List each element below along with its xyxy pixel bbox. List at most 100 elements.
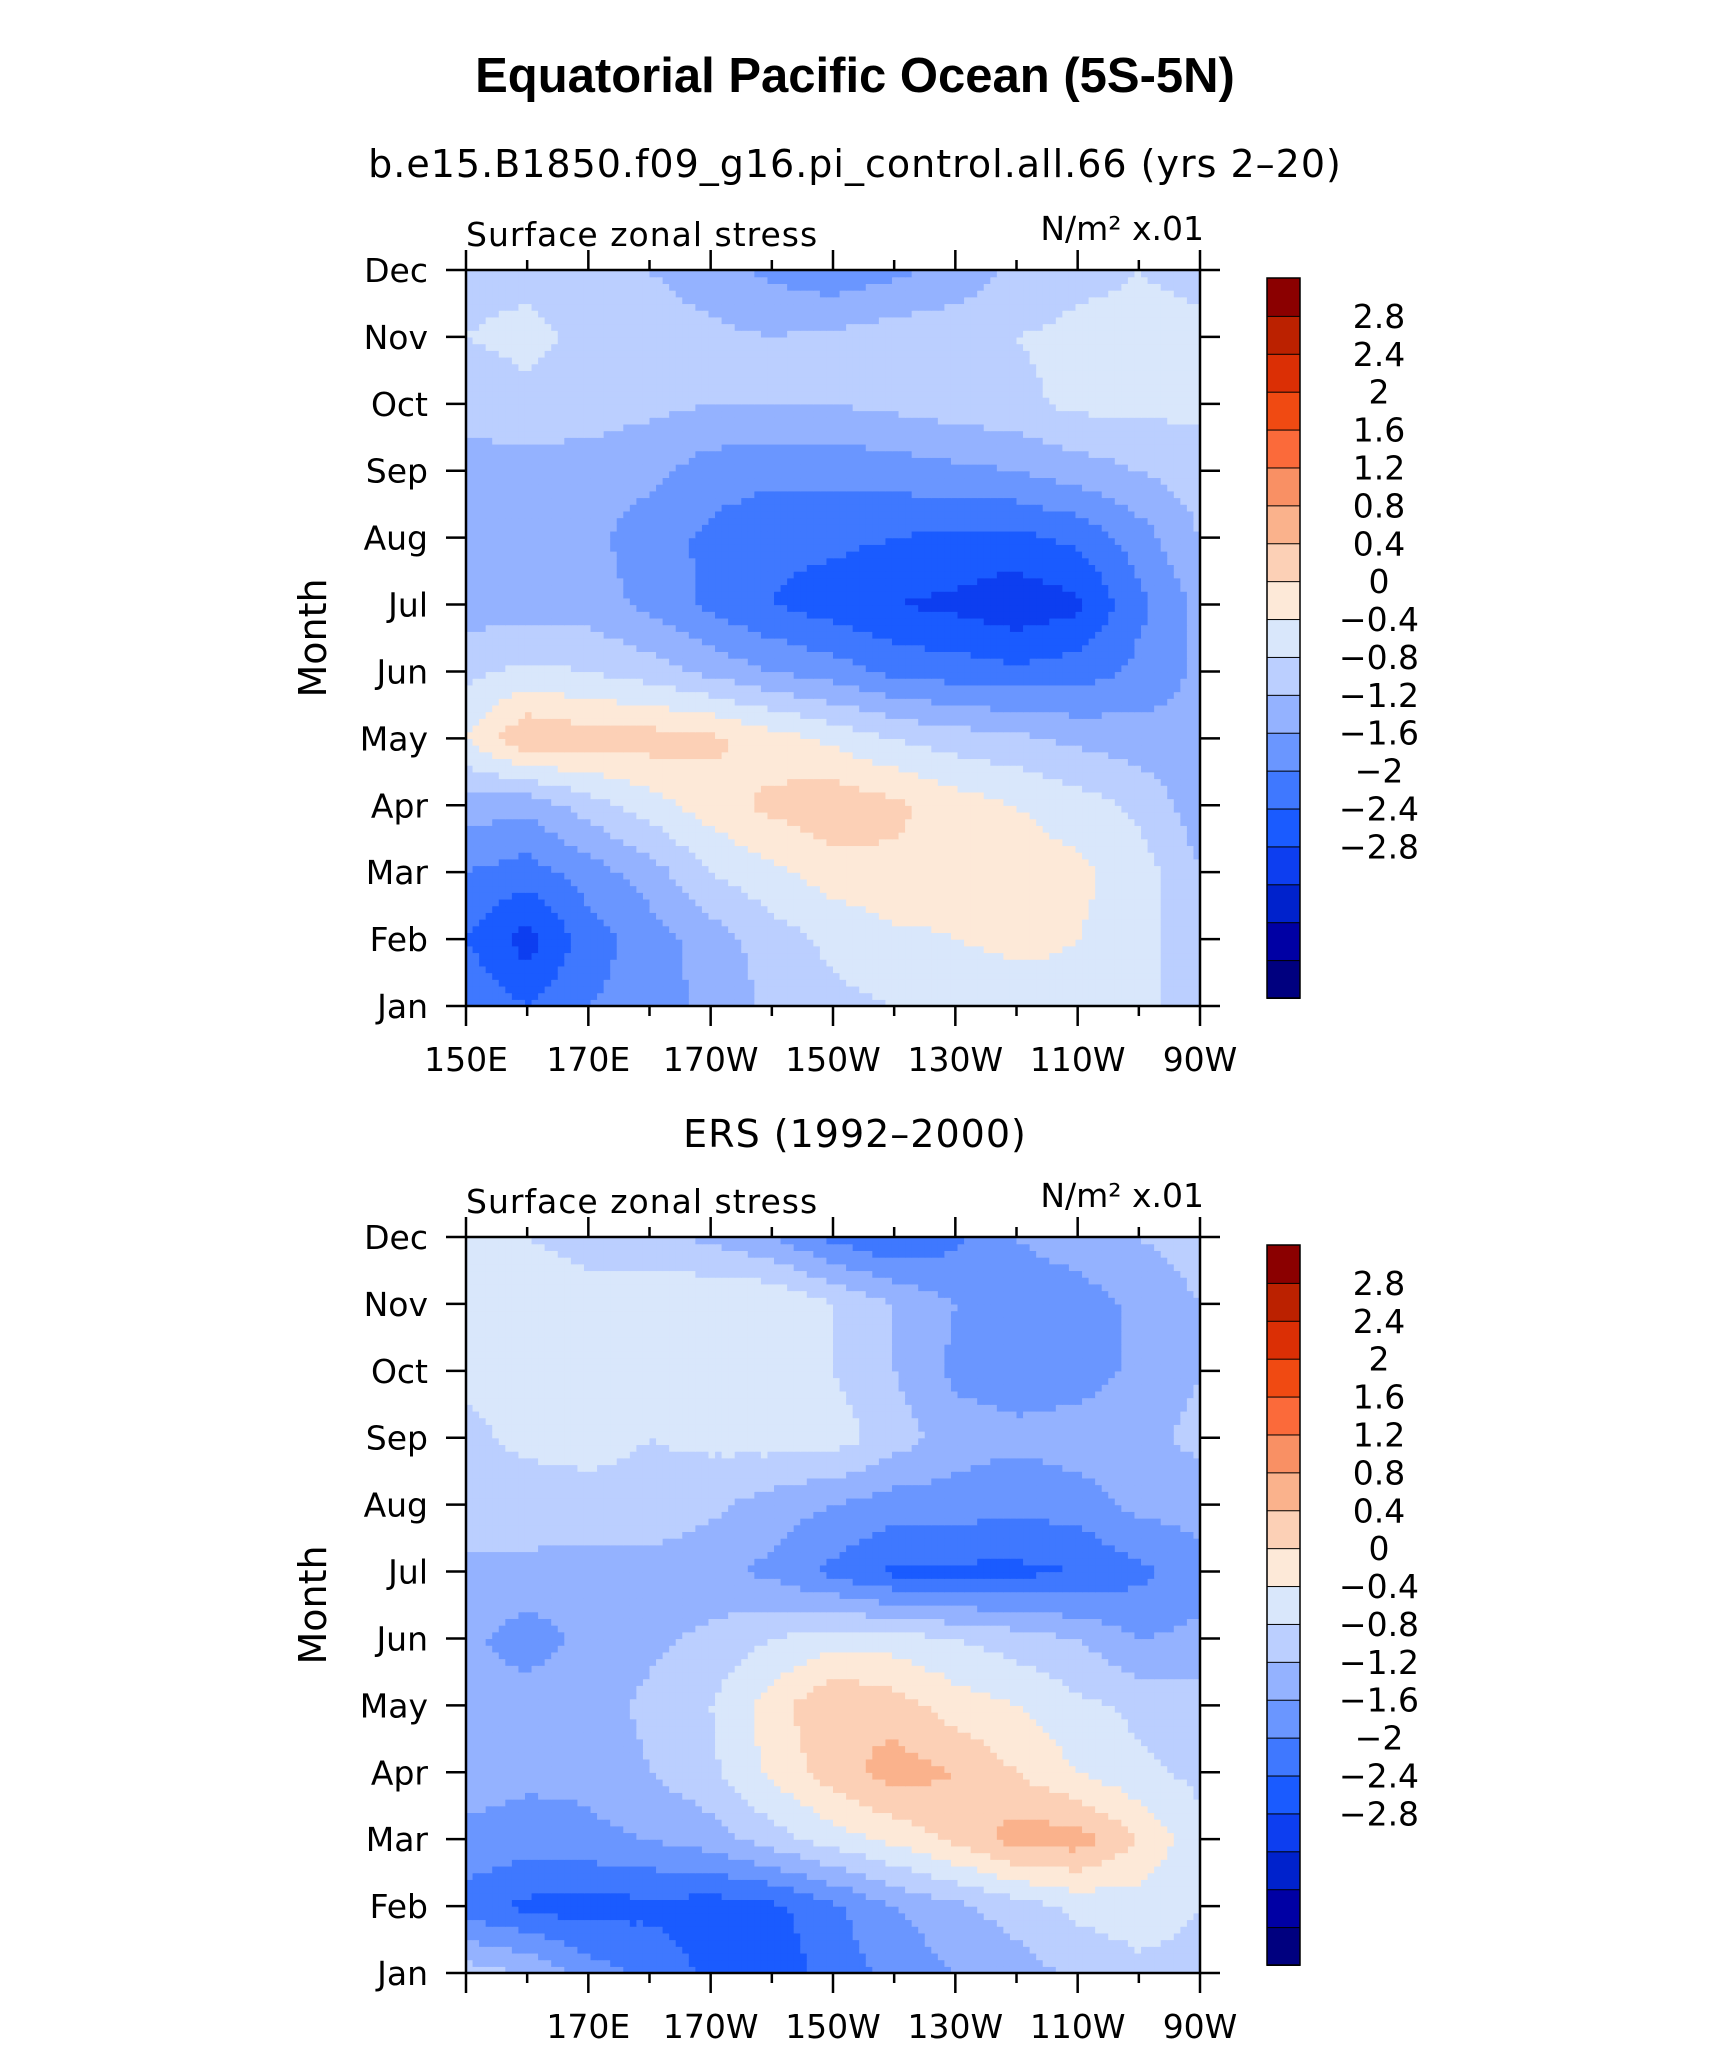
panel-1-field-cell [649, 858, 657, 867]
panel-1-field-cell [957, 818, 965, 826]
panel-1-field-cell [898, 898, 906, 907]
panel-1-field-cell [636, 724, 644, 733]
panel-1-field-cell [1042, 872, 1050, 880]
panel-1-field-cell [597, 898, 605, 907]
panel-1-field-cell [885, 878, 893, 887]
panel-1-field-cell [701, 832, 710, 840]
panel-1-field-cell [531, 785, 539, 793]
panel-1-field-cell [905, 745, 913, 753]
panel-1-field-cell [1088, 738, 1096, 746]
panel-1-field-cell [819, 798, 828, 806]
panel-1-field-cell [1068, 838, 1077, 847]
panel-1-field-cell [1127, 999, 1136, 1007]
panel-1-field-cell [1147, 865, 1155, 873]
panel-1-field-cell [859, 724, 867, 733]
panel-1-field-cell [675, 771, 683, 780]
panel-1-field-cell [1003, 932, 1011, 940]
panel-1-field-cell [977, 738, 985, 746]
panel-1-field-cell [806, 939, 814, 947]
panel-1-field-cell [721, 885, 729, 893]
panel-1-field-cell [964, 771, 972, 780]
panel-1-field-cell [708, 965, 716, 974]
panel-1-field-cell [793, 711, 801, 719]
panel-1-field-cell [1009, 825, 1018, 833]
panel-1-field-cell [1003, 919, 1011, 927]
panel-1-field-cell [1193, 805, 1201, 813]
panel-1-field-cell [675, 912, 683, 920]
panel-1-field-cell [898, 791, 906, 800]
panel-1-field-cell [669, 912, 677, 920]
panel-1-field-cell [734, 972, 742, 980]
panel-1-field-cell [505, 858, 513, 867]
panel-1-field-cell [846, 751, 854, 760]
panel-1-field-cell [754, 765, 762, 773]
panel-1-field-cell [734, 925, 742, 933]
panel-1-field-cell [957, 905, 965, 913]
panel-1-field-cell [833, 925, 841, 933]
panel-1-field-cell [701, 885, 710, 893]
panel-1-field-cell [498, 791, 506, 800]
panel-1-field-cell [1049, 845, 1057, 853]
panel-1-field-cell [1193, 758, 1201, 766]
panel-1-field-cell [675, 751, 683, 760]
panel-1-field-cell [1167, 771, 1175, 780]
panel-1-field-cell [793, 825, 801, 833]
panel-1-field-cell [1055, 885, 1063, 893]
panel-1-field-cell [859, 718, 867, 726]
panel-1-field-cell [479, 778, 487, 786]
panel-1-field-cell [728, 785, 736, 793]
panel-1-field-cell [1088, 724, 1096, 733]
panel-1-field-cell [538, 905, 546, 913]
panel-1-field-cell [1173, 771, 1181, 780]
panel-1-field-cell [872, 738, 880, 746]
panel-1-field-cell [872, 805, 880, 813]
panel-1-field-cell [524, 999, 533, 1007]
panel-1-field-cell [1088, 912, 1096, 920]
panel-1-field-cell [485, 912, 493, 920]
panel-1-field-cell [767, 711, 775, 719]
panel-1-field-cell [675, 798, 683, 806]
panel-1-field-cell [1049, 724, 1057, 733]
panel-1-field-cell [1173, 945, 1181, 954]
panel-1-field-cell [1173, 765, 1181, 773]
panel-1-field-cell [511, 878, 520, 887]
panel-1-field-cell [1095, 898, 1103, 907]
panel-1-field-cell [1082, 965, 1090, 974]
panel-1-field-cell [1082, 985, 1090, 994]
panel-1-field-cell [767, 704, 775, 713]
panel-1-field-cell [479, 865, 487, 873]
panel-1-field-cell [760, 838, 769, 847]
panel-1-field-cell [505, 718, 513, 726]
panel-1-field-cell [544, 738, 552, 746]
panel-1-field-cell [1082, 992, 1090, 1000]
panel-1-field-cell [918, 811, 926, 820]
panel-1-field-cell [583, 945, 592, 954]
panel-1-field-cell [800, 959, 808, 967]
panel-1-field-cell [865, 818, 873, 826]
panel-1-field-cell [1016, 905, 1024, 913]
panel-1-field-cell [505, 765, 513, 773]
panel-1-field-cell [1088, 979, 1096, 987]
panel-1-field-cell [1108, 972, 1116, 980]
panel-1-field-cell [891, 992, 900, 1000]
panel-1-field-cell [1042, 711, 1050, 719]
panel-1-field-cell [787, 751, 795, 760]
panel-1-field-cell [669, 771, 677, 780]
panel-1-field-cell [1095, 731, 1103, 739]
panel-1-field-cell [918, 939, 926, 947]
panel-1-field-cell [472, 959, 480, 967]
panel-1-field-cell [924, 872, 932, 880]
panel-1-field-cell [774, 818, 782, 826]
panel-1-field-cell [977, 872, 985, 880]
panel-1-field-cell [918, 865, 926, 873]
panel-1-field-cell [793, 778, 801, 786]
panel-1-field-cell [839, 952, 847, 960]
panel-1-field-cell [479, 724, 487, 733]
panel-1-field-cell [898, 845, 906, 853]
panel-1-field-cell [492, 925, 500, 933]
panel-1-field-cell [990, 832, 998, 840]
panel-1-field-cell [977, 885, 985, 893]
panel-1-field-cell [1147, 858, 1155, 867]
panel-1-field-cell [701, 972, 710, 980]
panel-1-field-cell [695, 778, 703, 786]
